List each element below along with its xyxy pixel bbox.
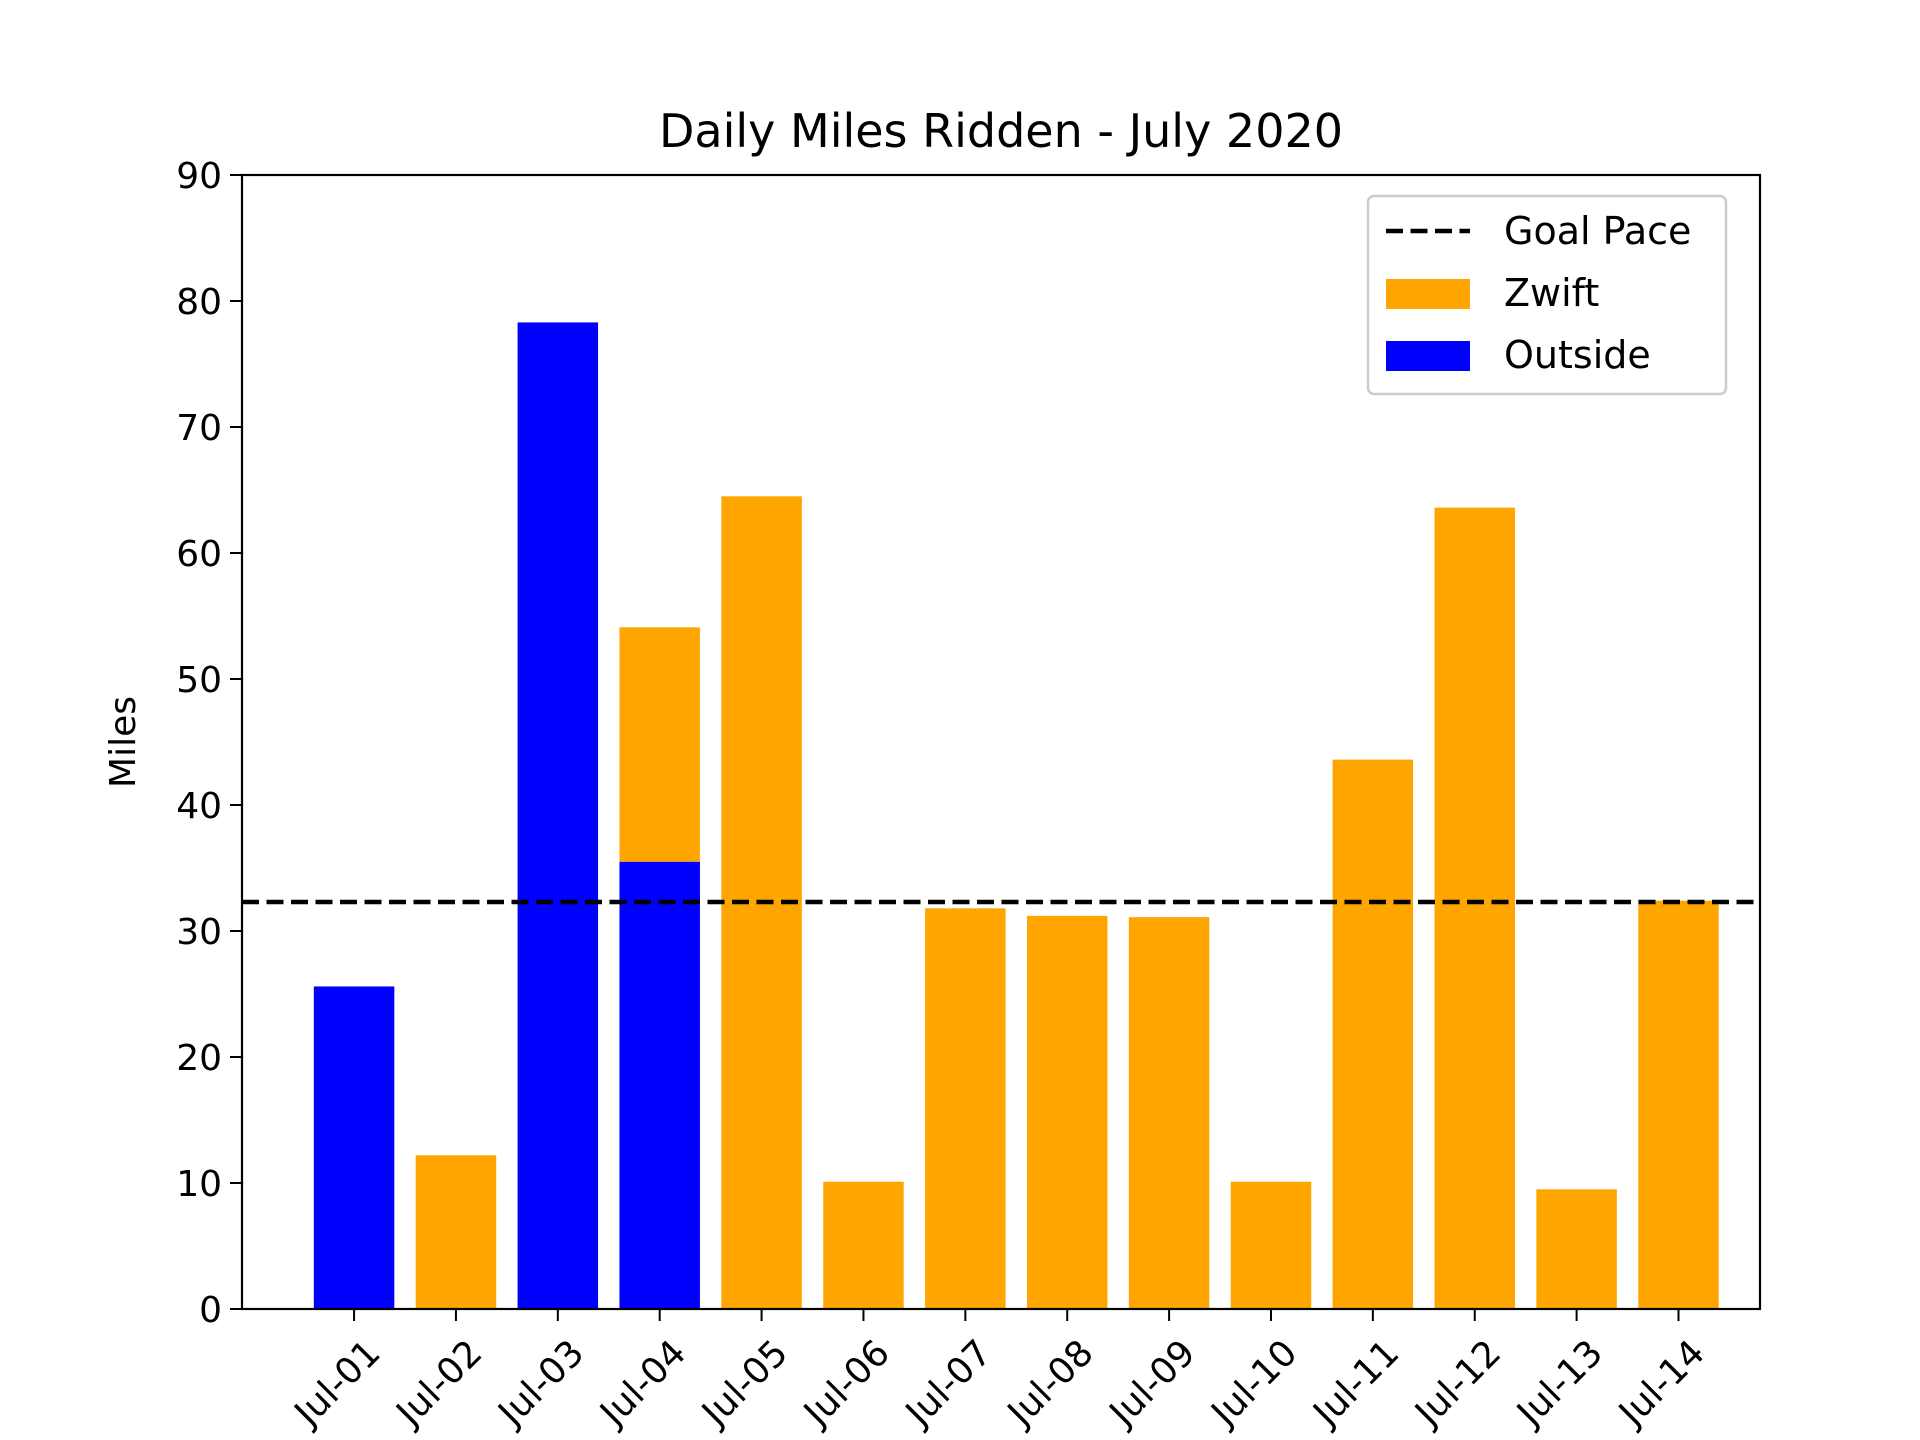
x-tick-label: Jul-04	[591, 1332, 694, 1435]
bar-zwift-jul-13	[1536, 1189, 1617, 1309]
bar-outside-jul-04	[619, 861, 700, 1309]
bar-zwift-jul-14	[1638, 900, 1719, 1309]
bar-zwift-jul-09	[1128, 917, 1210, 1309]
y-tick-label: 60	[176, 534, 222, 575]
bar-outside-jul-01	[313, 986, 395, 1309]
x-tick-label: Jul-07	[897, 1332, 1000, 1435]
x-tick-label: Jul-02	[388, 1332, 491, 1435]
x-tick-label: Jul-08	[999, 1332, 1102, 1435]
bar-zwift-jul-07	[925, 908, 1006, 1309]
legend-label-outside: Outside	[1504, 333, 1651, 377]
x-tick-label: Jul-13	[1508, 1332, 1611, 1435]
x-tick-label: Jul-14	[1610, 1332, 1713, 1435]
legend-swatch-outside	[1386, 341, 1470, 371]
x-tick-label: Jul-05	[693, 1332, 796, 1435]
legend: Goal Pace Zwift Outside	[1366, 194, 1728, 396]
legend-swatch-zwift	[1386, 279, 1470, 309]
x-tick-label: Jul-11	[1305, 1332, 1408, 1435]
axes-frame	[240, 173, 1762, 1311]
y-tick-label: 50	[176, 660, 222, 701]
y-tick-label: 90	[176, 156, 222, 197]
x-tick-label: Jul-10	[1203, 1332, 1306, 1435]
legend-label-goal-pace: Goal Pace	[1504, 209, 1691, 253]
x-tick-label: Jul-01	[286, 1332, 389, 1435]
bar-zwift-jul-08	[1026, 915, 1108, 1309]
bar-zwift-jul-06	[823, 1181, 904, 1309]
y-tick-label: 0	[199, 1290, 222, 1331]
y-tick-label: 80	[176, 282, 222, 323]
y-tick-label: 40	[176, 786, 222, 827]
bar-zwift-jul-11	[1332, 759, 1414, 1309]
x-tick-label: Jul-03	[490, 1332, 593, 1435]
legend-label-zwift: Zwift	[1504, 271, 1599, 315]
bar-zwift-jul-12	[1434, 507, 1515, 1309]
bar-zwift-jul-10	[1230, 1181, 1312, 1309]
chart-title: Daily Miles Ridden - July 2020	[659, 104, 1343, 158]
y-tick-label: 20	[176, 1038, 222, 1079]
bar-zwift-jul-04	[619, 627, 700, 862]
y-tick-label: 30	[176, 912, 222, 953]
x-tick-label: Jul-09	[1101, 1332, 1204, 1435]
bar-zwift-jul-02	[415, 1155, 497, 1309]
y-axis-label: Miles	[103, 696, 144, 788]
bar-outside-jul-03	[517, 322, 599, 1309]
x-tick-label: Jul-06	[795, 1332, 898, 1435]
bars-group	[313, 322, 1719, 1309]
y-tick-label: 70	[176, 408, 222, 449]
axes-frame-group	[240, 173, 1762, 1311]
y-tick-label: 10	[176, 1164, 222, 1205]
x-tick-label: Jul-12	[1407, 1332, 1510, 1435]
